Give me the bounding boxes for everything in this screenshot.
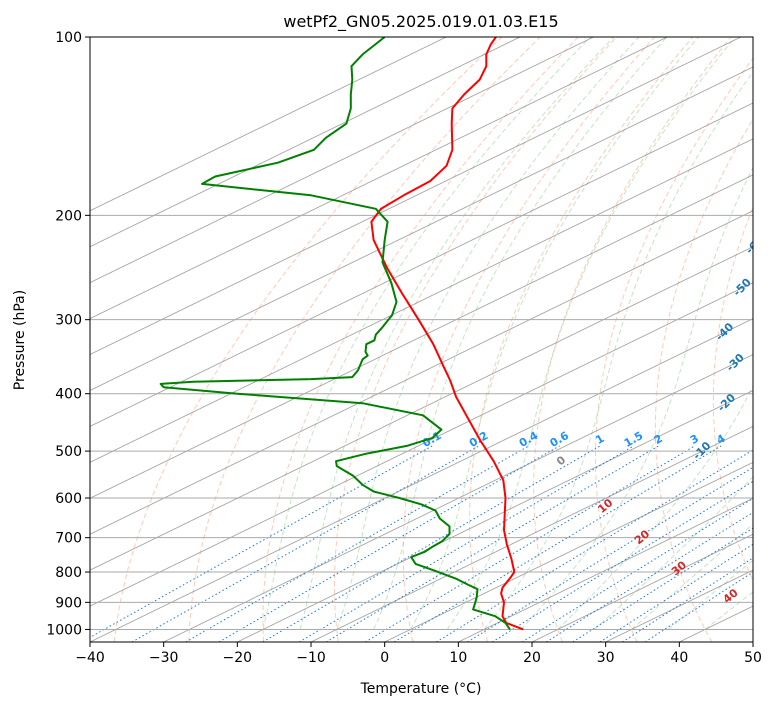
x-tick-label: −20 [223,650,253,666]
dry-adiabat [654,117,753,642]
x-tick-label: 0 [380,650,389,666]
isotherm [163,354,753,642]
x-tick-label: −30 [149,650,179,666]
x-tick-label: 30 [597,650,615,666]
dry-adiabat [712,205,753,582]
isotherm [90,282,753,607]
moist-adiabat [373,37,668,630]
plot-frame [89,36,754,643]
y-tick-label: 1000 [46,622,82,638]
y-tick-label: 800 [55,565,82,581]
isotherm-label: -70 [764,187,775,210]
y-tick-label: 500 [55,444,82,460]
y-tick-label: 100 [55,30,82,46]
x-tick-label: 50 [744,650,762,666]
dry-adiabat [469,37,693,642]
mixing-ratio-line [521,497,753,642]
dry-adiabat [188,37,541,642]
isotherm [90,174,753,499]
mixing-ratio-line [185,445,530,642]
y-tick-label: 300 [55,313,82,329]
x-tick-label: 20 [523,650,541,666]
pressure-gridlines [90,37,753,630]
x-tick-label: −10 [296,650,326,666]
mixing-ratio-line [622,557,753,642]
moist-adiabat [409,37,699,630]
mixing-ratio-line [90,445,433,638]
dry-adiabat [533,37,732,642]
mixing-ratio-line [131,445,480,642]
y-axis: 1000 900 800 700 600 500 400 300 200 100 [46,30,90,638]
moist-adiabat [299,37,615,630]
y-axis-label: Pressure (hPa) [12,290,28,390]
mixing-ratio-line [572,527,753,642]
y-tick-label: 200 [55,208,82,224]
moist-adiabat [631,523,753,630]
dry-adiabat [262,37,579,642]
chart-title: wetPf2_GN05.2025.019.01.03.E15 [283,12,558,32]
x-tick-label: −40 [75,650,105,666]
moist-adiabat [667,559,753,630]
isotherm [90,210,753,535]
isotherm [90,37,668,320]
dry-adiabat [113,37,503,642]
dry-adiabat [595,57,753,642]
isotherm [384,461,753,642]
dry-adiabat [333,37,617,642]
isotherm [90,102,753,427]
isotherm [531,533,753,642]
y-tick-label: 400 [55,387,82,403]
isotherm [90,37,447,212]
mixing-ratio-label: 6 [753,432,766,447]
dewpoint-profile [159,37,511,630]
isotherm [90,66,753,391]
x-tick-label: 10 [449,650,467,666]
moist-adiabat [557,384,753,630]
plot-background [90,37,753,642]
mixing-ratio-line [492,480,753,642]
moist-adiabat [520,166,753,630]
isotherm-label: -60 [743,233,766,256]
x-axis-label: Temperature (°C) [360,681,482,697]
isotherm [237,389,753,642]
y-tick-label: 700 [55,531,82,547]
isotherm [90,37,742,356]
mixing-ratio-line [325,445,659,642]
mixing-ratio-line [298,445,635,642]
isotherm [90,37,594,284]
isotherm [90,37,521,248]
y-tick-label: 600 [55,491,82,507]
mixing-ratio-line [546,511,753,642]
mixing-ratio-line [436,449,753,642]
isotherm [458,497,753,642]
mixing-ratio-line [467,466,753,642]
isotherm [90,246,753,571]
temperature-profile [370,37,524,631]
moist-adiabat [262,37,591,630]
profiles [159,37,524,631]
isotherm [90,318,753,642]
isotherm-label: -80 [766,150,775,173]
x-axis: −40 −30 −20 −10 0 10 20 30 40 50 [75,642,762,666]
x-tick-label: 40 [670,650,688,666]
y-tick-label: 900 [55,595,82,611]
isotherm [310,425,753,642]
mixing-ratio-line [599,543,753,642]
mixing-ratio-line [262,445,601,642]
dry-adiabat [770,37,775,642]
isotherm [90,138,753,463]
isotherm [752,641,753,642]
